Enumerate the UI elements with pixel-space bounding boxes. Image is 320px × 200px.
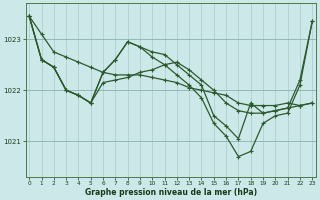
X-axis label: Graphe pression niveau de la mer (hPa): Graphe pression niveau de la mer (hPa) [85,188,257,197]
